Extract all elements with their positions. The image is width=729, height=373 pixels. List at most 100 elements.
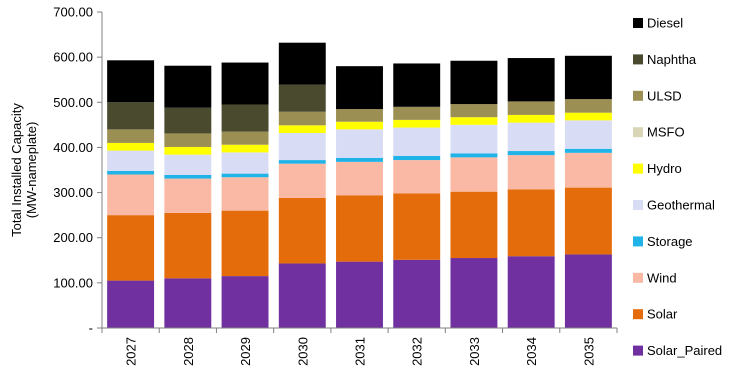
bar-segment-hydro [507, 114, 555, 123]
legend-item-geothermal: Geothermal [633, 198, 715, 213]
bar-segment-geothermal [164, 154, 212, 175]
legend-label: Geothermal [647, 198, 715, 213]
bar-segment-geothermal [393, 127, 441, 157]
legend-label: Wind [647, 270, 677, 285]
bar-stack-2027 [107, 60, 155, 328]
bar-segment-storage [336, 157, 383, 162]
bar-segment-ulsd [393, 106, 441, 120]
legend-label: Solar [647, 307, 678, 322]
bar-stack-2032 [393, 63, 441, 328]
bar-segment-geothermal [507, 122, 555, 152]
x-tick-label: 2031 [353, 337, 368, 366]
legend-item-diesel: Diesel [633, 16, 683, 31]
bar-segment-ulsd [336, 109, 383, 122]
bar-segment-geothermal [564, 120, 612, 149]
legend-swatch [633, 127, 643, 138]
bar-segment-storage [107, 170, 155, 175]
legend-label: Hydro [647, 161, 682, 176]
bar-segment-solar-paired [221, 276, 269, 328]
bar-segment-solar-paired [450, 258, 498, 328]
bar-segment-solar [164, 212, 212, 279]
bar-segment-wind [221, 177, 269, 211]
y-tick-label: 700.00 [53, 5, 93, 20]
legend-item-ulsd: ULSD [633, 88, 682, 103]
bar-segment-storage [507, 151, 555, 156]
bar-segment-solar [336, 195, 383, 262]
bar-stack-2029 [221, 62, 269, 328]
bar-segment-geothermal [450, 124, 498, 154]
x-axis: 2027 2028 2029 2030 2031 2032 2033 2034 2035 [101, 327, 618, 366]
bar-segment-hydro [107, 142, 155, 151]
bar-segment-wind [107, 174, 155, 216]
bar-segment-diesel [393, 63, 441, 107]
bar-stack-2034 [507, 58, 555, 328]
bar-segment-storage [278, 160, 326, 164]
legend-item-solar-paired: Solar_Paired [633, 343, 722, 358]
bar-segment-wind [450, 157, 498, 192]
legend-swatch [633, 18, 643, 28]
bar-segment-naphtha [107, 102, 155, 130]
y-tick-label: 300.00 [53, 185, 93, 200]
bar-stack-2030 [278, 42, 326, 328]
bar-segment-diesel [336, 66, 383, 110]
bar-segment-solar-paired [336, 261, 383, 328]
bar-segment-wind [278, 163, 326, 198]
x-tick-label: 2030 [295, 337, 310, 366]
bar-segment-geothermal [221, 152, 269, 174]
legend-label: Solar_Paired [647, 343, 722, 358]
y-tick-label: 600.00 [53, 50, 93, 65]
x-tick-label: 2028 [181, 337, 196, 366]
legend-label: Diesel [647, 16, 683, 31]
y-axis-title-main: Total Installed Capacity [9, 103, 24, 237]
bar-segment-hydro [336, 121, 383, 130]
bar-segment-ulsd [507, 101, 555, 115]
y-tick-label: 200.00 [53, 230, 93, 245]
bar-segment-wind [164, 178, 212, 213]
legend-item-wind: Wind [633, 270, 677, 285]
legend-item-storage: Storage [633, 234, 693, 249]
bar-segment-wind [393, 160, 441, 194]
bar-segment-wind [564, 152, 612, 188]
bar-segment-hydro [450, 117, 498, 125]
legend: Diesel Naphtha ULSD MSFO Hydro Geothermal Stor… [633, 16, 722, 358]
y-axis-title: Total Installed Capacity (MW-nameplate) [9, 103, 39, 237]
y-axis-title-unit: (MW-nameplate) [24, 122, 39, 219]
bar-segment-geothermal [278, 132, 326, 161]
bar-segment-solar [107, 215, 155, 281]
bar-segment-ulsd [164, 133, 212, 147]
bar-segment-naphtha [221, 104, 269, 132]
bar-segment-hydro [221, 144, 269, 153]
bar-segment-diesel [564, 55, 612, 100]
bar-segment-solar [393, 193, 441, 260]
bar-segment-diesel [450, 60, 498, 105]
plot-area [107, 42, 612, 328]
bar-segment-diesel [507, 58, 555, 102]
bar-segment-ulsd [107, 129, 155, 143]
legend-label: Naphtha [647, 52, 697, 67]
bar-segment-diesel [107, 60, 155, 103]
bar-segment-solar [450, 191, 498, 259]
bar-segment-hydro [564, 112, 612, 121]
legend-item-solar: Solar [633, 307, 678, 322]
legend-label: MSFO [647, 125, 685, 140]
bar-segment-ulsd [221, 131, 269, 145]
legend-item-msfo: MSFO [633, 125, 685, 140]
bar-segment-solar [564, 187, 612, 255]
bar-segment-diesel [278, 42, 326, 85]
bar-segment-hydro [393, 119, 441, 128]
bar-segment-wind [507, 155, 555, 190]
bar-segment-solar-paired [278, 263, 326, 328]
bar-segment-storage [221, 173, 269, 178]
bar-segment-storage [450, 153, 498, 158]
bar-segment-hydro [278, 125, 326, 133]
x-tick-label: 2032 [410, 337, 425, 366]
bar-segment-solar-paired [564, 254, 612, 328]
legend-swatch [633, 309, 643, 320]
bar-segment-ulsd [450, 104, 498, 118]
legend-item-naphtha: Naphtha [633, 52, 697, 67]
y-tick-label: 100.00 [53, 275, 93, 290]
x-tick-label: 2033 [467, 337, 482, 366]
bar-segment-solar [278, 197, 326, 264]
y-axis: - 100.00 200.00 300.00 400.00 500.00 600.00 700… [53, 5, 103, 336]
